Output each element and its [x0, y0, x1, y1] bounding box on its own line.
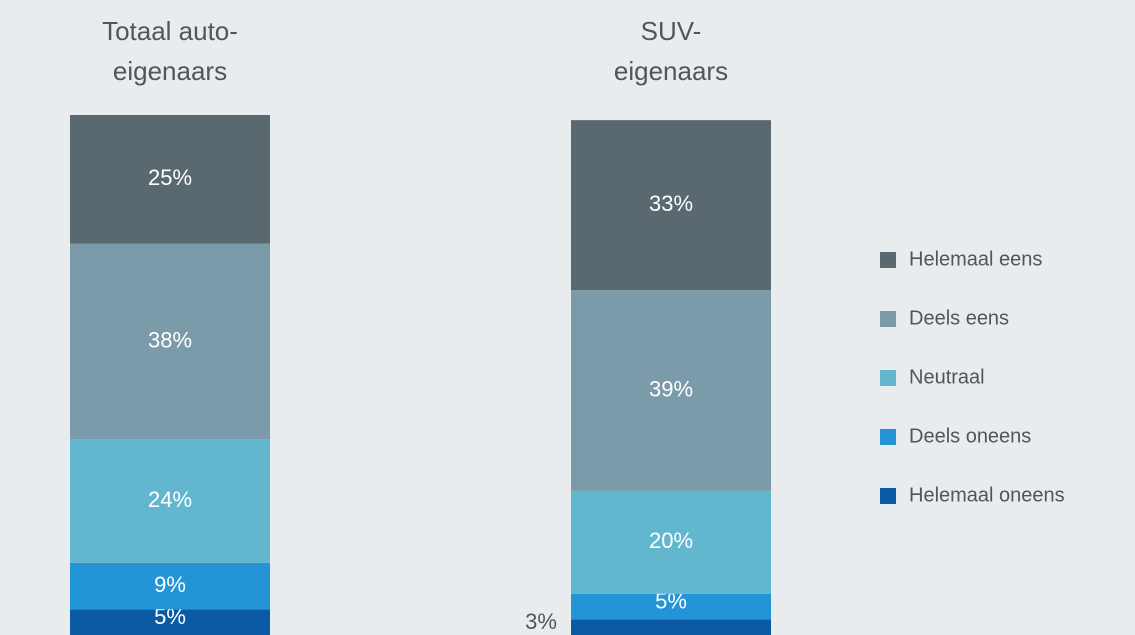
value-label: 39% [649, 376, 693, 401]
legend-label: Helemaal eens [909, 248, 1042, 270]
bar-segment [70, 439, 270, 563]
value-label: 3% [525, 609, 557, 634]
legend-swatch [880, 252, 896, 268]
bar-segment [571, 120, 771, 291]
value-label: 20% [649, 528, 693, 553]
legend-label: Deels eens [909, 307, 1009, 329]
bar-segment [571, 593, 771, 620]
value-label: 9% [154, 572, 186, 597]
legend-swatch [880, 429, 896, 445]
legend-swatch [880, 488, 896, 504]
value-label: 38% [148, 327, 192, 352]
legend-swatch [880, 311, 896, 327]
bar-segment [571, 619, 771, 635]
bar-segment [571, 490, 771, 594]
legend-label: Deels oneens [909, 425, 1031, 447]
value-label: 33% [649, 191, 693, 216]
value-label: 25% [148, 165, 192, 190]
bar-segment [571, 290, 771, 491]
legend-label: Neutraal [909, 366, 985, 388]
legend-swatch [880, 370, 896, 386]
bar-segment [70, 562, 270, 610]
category-label: SUV-eigenaars [614, 16, 728, 86]
bar-segment [70, 243, 270, 440]
legend-label: Helemaal oneens [909, 484, 1065, 506]
bar-segment [70, 115, 270, 244]
value-label: 24% [148, 487, 192, 512]
category-label: Totaal auto-eigenaars [102, 16, 238, 86]
bar-segment [70, 609, 270, 635]
